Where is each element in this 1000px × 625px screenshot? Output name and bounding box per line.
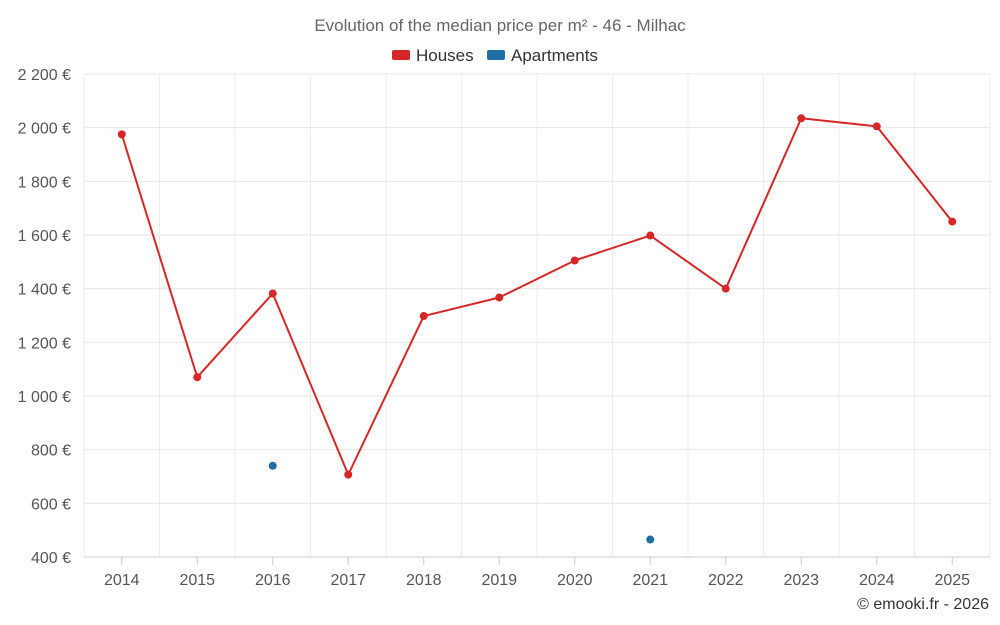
- x-tick-label-2023: 2023: [783, 572, 819, 589]
- data-point-houses-2015[interactable]: [193, 373, 202, 382]
- data-point-apartments-2016[interactable]: [268, 461, 277, 470]
- x-tick-label-2025: 2025: [934, 572, 970, 589]
- x-tick-label-2022: 2022: [708, 572, 744, 589]
- data-point-houses-2014[interactable]: [117, 130, 126, 139]
- x-axis-ticks: 2014 2015 2016 2017 2018 2019 2020 2021 2022 2023…: [104, 557, 970, 589]
- chart-title: Evolution of the median price per m² - 4…: [314, 16, 686, 35]
- x-tick-label-2014: 2014: [104, 572, 140, 589]
- series-houses: [117, 114, 957, 479]
- x-tick-label-2015: 2015: [179, 572, 215, 589]
- series-line-houses: [120, 117, 954, 476]
- y-tick-label: 800 €: [31, 443, 71, 460]
- copyright-credit: © emooki.fr - 2026: [857, 596, 989, 613]
- data-point-houses-2017[interactable]: [344, 470, 353, 479]
- y-tick-label: 1 800 €: [18, 174, 71, 191]
- data-point-houses-2016[interactable]: [268, 289, 277, 298]
- legend-swatch-apartments: [487, 50, 505, 60]
- x-tick-label-2024: 2024: [859, 572, 895, 589]
- data-point-houses-2019[interactable]: [495, 293, 504, 302]
- legend-label-houses: Houses: [416, 46, 474, 65]
- x-tick-label-2019: 2019: [481, 572, 517, 589]
- x-tick-label-2017: 2017: [330, 572, 366, 589]
- x-tick-label-2016: 2016: [255, 572, 291, 589]
- y-axis-ticks: 400 € 600 € 800 € 1 000 € 1 200 € 1 400 € 1 60…: [18, 67, 71, 567]
- legend-item-houses[interactable]: Houses: [392, 46, 474, 65]
- legend-label-apartments: Apartments: [511, 46, 598, 65]
- y-tick-label: 1 600 €: [18, 228, 71, 245]
- legend-item-apartments[interactable]: Apartments: [487, 46, 598, 65]
- data-point-houses-2022[interactable]: [721, 284, 730, 293]
- x-tick-label-2018: 2018: [406, 572, 442, 589]
- legend-swatch-houses: [392, 50, 410, 60]
- y-tick-label: 2 000 €: [18, 121, 71, 138]
- x-tick-label-2021: 2021: [632, 572, 668, 589]
- y-tick-label: 2 200 €: [18, 67, 71, 84]
- x-tick-label-2020: 2020: [557, 572, 593, 589]
- data-point-houses-2024[interactable]: [872, 122, 881, 131]
- data-point-apartments-2021[interactable]: [646, 535, 655, 544]
- data-point-houses-2020[interactable]: [570, 256, 579, 265]
- data-point-houses-2023[interactable]: [797, 114, 806, 123]
- grid-lines: [83, 73, 991, 557]
- series-apartments: [268, 461, 655, 544]
- data-point-houses-2021[interactable]: [646, 231, 655, 240]
- y-tick-label: 1 200 €: [18, 335, 71, 352]
- y-tick-label: 1 000 €: [18, 389, 71, 406]
- y-tick-label: 600 €: [31, 496, 71, 513]
- legend[interactable]: Houses Apartments: [392, 46, 598, 65]
- y-tick-label: 1 400 €: [18, 282, 71, 299]
- data-point-houses-2025[interactable]: [948, 217, 957, 226]
- series-group: [117, 114, 957, 544]
- data-point-houses-2018[interactable]: [419, 312, 428, 321]
- y-tick-label: 400 €: [31, 550, 71, 567]
